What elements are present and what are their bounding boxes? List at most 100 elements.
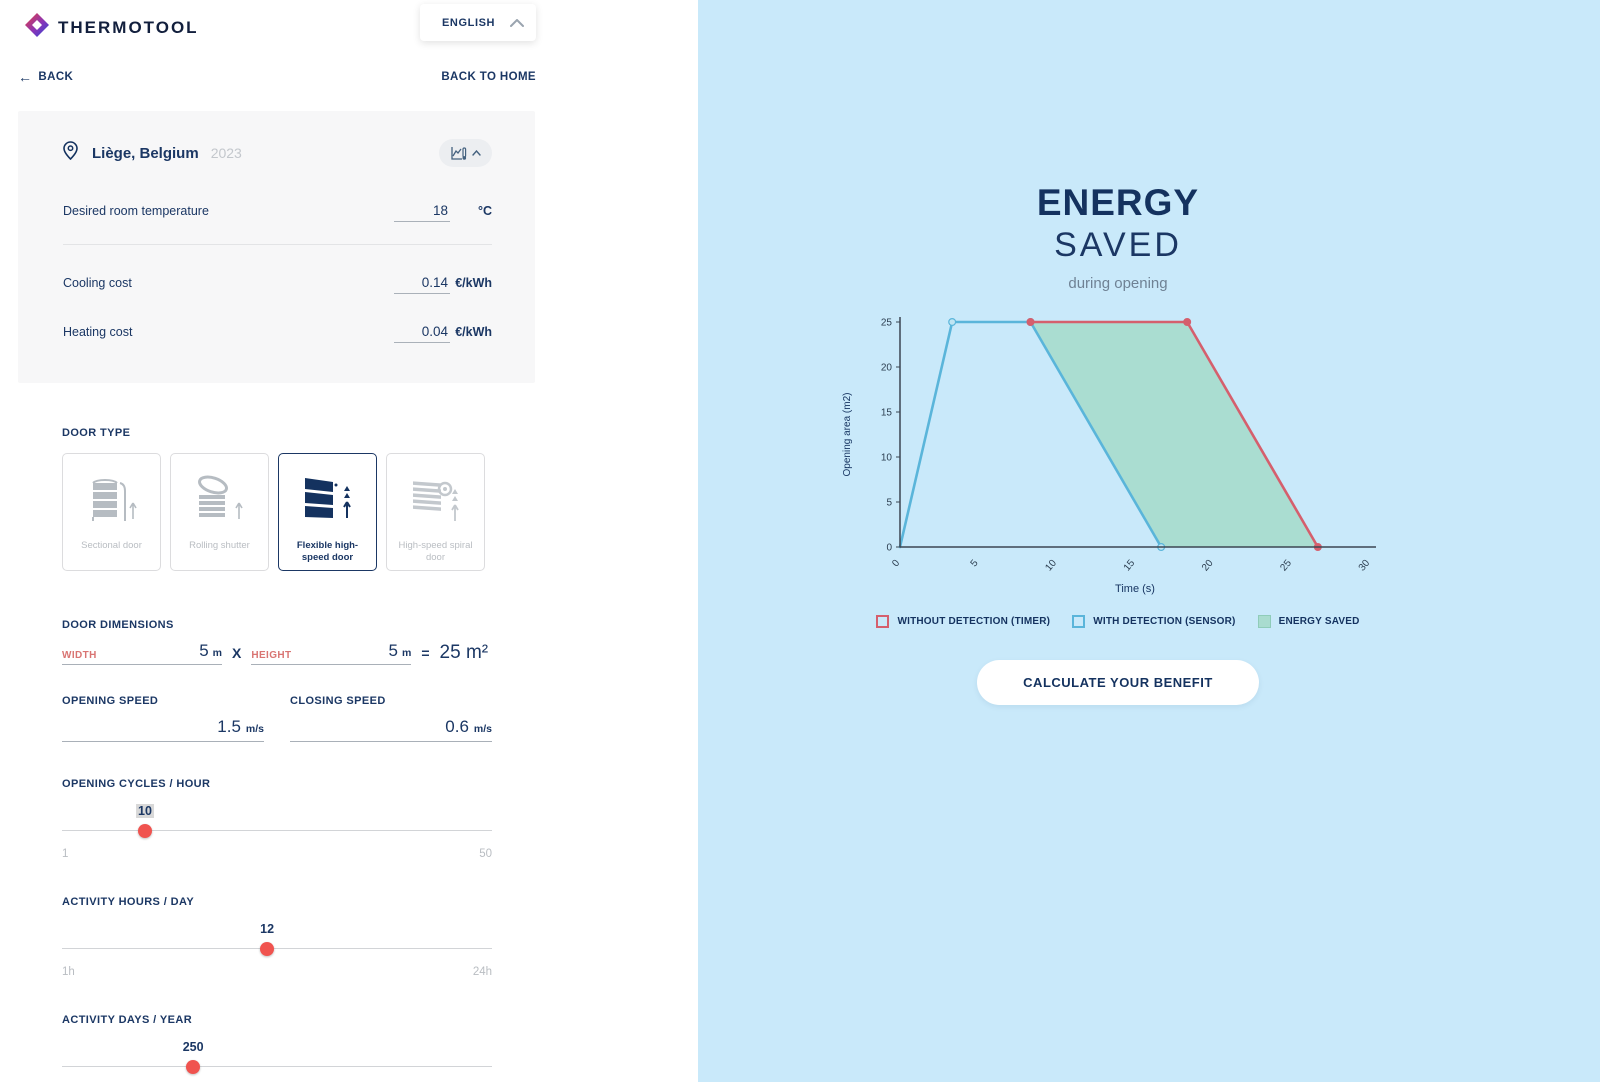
language-selector[interactable]: ENGLISH (420, 4, 536, 41)
slider-value: 12 (260, 922, 275, 936)
slider-knob[interactable] (137, 824, 152, 838)
door-option-label: Sectional door (81, 540, 142, 551)
closing-speed-block: CLOSING SPEED 0.6 m/s (290, 695, 492, 742)
svg-text:20: 20 (1200, 558, 1216, 574)
height-unit: m (402, 647, 412, 659)
svg-text:20: 20 (881, 363, 893, 374)
door-area-value: 25 m² (439, 642, 489, 663)
chevron-up-icon (471, 150, 481, 156)
energy-panel: ENERGY SAVED during opening 0 5 10 15 20 25 0 5… (698, 0, 1600, 1082)
svg-text:15: 15 (1122, 558, 1138, 574)
climate-chart-icon (450, 146, 466, 160)
svg-text:Time (s): Time (s) (1115, 583, 1155, 595)
svg-text:5: 5 (886, 498, 892, 509)
temperature-unit: °C (477, 204, 492, 218)
height-value[interactable]: 5 (388, 641, 398, 660)
svg-text:0: 0 (886, 543, 892, 554)
multiply-symbol: X (232, 645, 242, 661)
slider-minmax: 1 50 (62, 848, 492, 860)
height-field[interactable]: HEIGHT 5 m (251, 641, 412, 665)
slider-knob[interactable] (186, 1060, 201, 1074)
closing-speed-unit: m/s (473, 723, 492, 735)
opening-speed-unit: m/s (245, 723, 264, 735)
door-option-rolling-shutter[interactable]: Rolling shutter (170, 453, 269, 571)
door-option-high-speed-spiral[interactable]: High-speed spiral door (386, 453, 485, 571)
heating-cost-row: Heating cost 0.04 €/kWh (63, 324, 492, 343)
opening-speed-value[interactable]: 1.5 (217, 717, 241, 736)
height-label: HEIGHT (251, 650, 292, 661)
slider-knob[interactable] (260, 942, 275, 956)
activity-hours-slider: ACTIVITY HOURS / DAY 12 1h 24h (62, 896, 492, 978)
back-button[interactable]: ← BACK (18, 69, 73, 85)
legend-item-with-detection: WITH DETECTION (SENSOR) (1072, 615, 1235, 628)
left-panel: THERMOTOOL ENGLISH ← BACK BACK TO HOME L… (0, 0, 698, 1082)
slider-max: 24h (472, 966, 492, 978)
slider-value: 10 (136, 804, 154, 818)
flexible-high-speed-door-icon (297, 470, 359, 532)
svg-text:10: 10 (881, 453, 893, 464)
door-option-label: Rolling shutter (189, 540, 250, 551)
closing-speed-field[interactable]: 0.6 m/s (290, 717, 492, 742)
speeds-section: OPENING SPEED 1.5 m/s CLOSING SPEED 0.6 … (62, 695, 492, 742)
door-type-label: DOOR TYPE (62, 427, 131, 439)
back-to-home-button[interactable]: BACK TO HOME (441, 71, 536, 83)
equals-symbol: = (421, 645, 430, 661)
slider-track[interactable] (62, 830, 492, 831)
brand-name: THERMOTOOL (58, 17, 199, 37)
cooling-cost-unit: €/kWh (455, 276, 492, 290)
temperature-label: Desired room temperature (63, 204, 209, 218)
temperature-row: Desired room temperature 18 °C (63, 203, 492, 222)
door-dimensions-label: DOOR DIMENSIONS (62, 619, 174, 631)
language-label: ENGLISH (442, 16, 496, 29)
chart-legend: WITHOUT DETECTION (TIMER) WITH DETECTION… (876, 615, 1359, 628)
cooling-cost-input[interactable]: 0.14 (394, 275, 450, 294)
calculate-benefit-button[interactable]: CALCULATE YOUR BENEFIT (977, 660, 1259, 705)
closing-speed-value[interactable]: 0.6 (445, 717, 469, 736)
door-option-label: High-speed spiral door (398, 540, 473, 564)
door-dimensions-row: WIDTH 5 m X HEIGHT 5 m = 25 m² (62, 641, 492, 665)
slider-area: 12 (62, 910, 492, 966)
slider-max: 50 (479, 848, 492, 860)
location-year: 2023 (210, 145, 242, 161)
width-field[interactable]: WIDTH 5 m (62, 641, 222, 665)
nav-row: ← BACK BACK TO HOME (0, 69, 698, 85)
brand-logo: THERMOTOOL (24, 12, 199, 43)
heating-cost-input[interactable]: 0.04 (394, 324, 450, 343)
heating-cost-label: Heating cost (63, 325, 133, 339)
temperature-input[interactable]: 18 (394, 203, 450, 222)
location-pin-icon (63, 141, 78, 165)
rolling-shutter-icon (191, 470, 249, 532)
door-option-flexible-high-speed[interactable]: Flexible high-speed door (278, 453, 377, 571)
width-value[interactable]: 5 (199, 641, 209, 660)
panel-subtitle: during opening (1068, 275, 1168, 292)
opening-cycles-slider: OPENING CYCLES / HOUR 10 1 50 (62, 778, 492, 860)
back-label: BACK (38, 71, 74, 83)
sectional-door-icon (83, 470, 141, 532)
svg-text:Opening area (m2): Opening area (m2) (842, 393, 853, 477)
svg-text:25: 25 (881, 318, 893, 329)
top-bar: THERMOTOOL (0, 0, 698, 43)
door-dimensions-section: DOOR DIMENSIONS WIDTH 5 m X HEIGHT 5 m =… (62, 619, 492, 665)
legend-item-without-detection: WITHOUT DETECTION (TIMER) (876, 615, 1050, 628)
slider-track[interactable] (62, 948, 492, 949)
width-unit: m (212, 647, 222, 659)
activity-days-slider: ACTIVITY DAYS / YEAR 250 200 365 (62, 1014, 492, 1082)
width-label: WIDTH (62, 650, 97, 661)
opening-speed-field[interactable]: 1.5 m/s (62, 717, 264, 742)
saved-title: SAVED (1054, 226, 1182, 264)
slider-track[interactable] (62, 1066, 492, 1067)
opening-speed-block: OPENING SPEED 1.5 m/s (62, 695, 264, 742)
chevron-up-icon (510, 14, 524, 32)
door-option-sectional[interactable]: Sectional door (62, 453, 161, 571)
closing-speed-label: CLOSING SPEED (290, 695, 386, 707)
legend-swatch-red-outline (876, 615, 890, 628)
slider-area: 10 (62, 792, 492, 848)
cooling-cost-label: Cooling cost (63, 276, 132, 290)
slider-area: 250 (62, 1028, 492, 1082)
door-type-section: DOOR TYPE (62, 427, 492, 571)
energy-title: ENERGY (1036, 182, 1200, 223)
climate-chart-toggle-button[interactable] (439, 139, 492, 167)
location-name: Liège, Belgium (92, 144, 199, 162)
diamond-logo-icon (24, 12, 50, 43)
